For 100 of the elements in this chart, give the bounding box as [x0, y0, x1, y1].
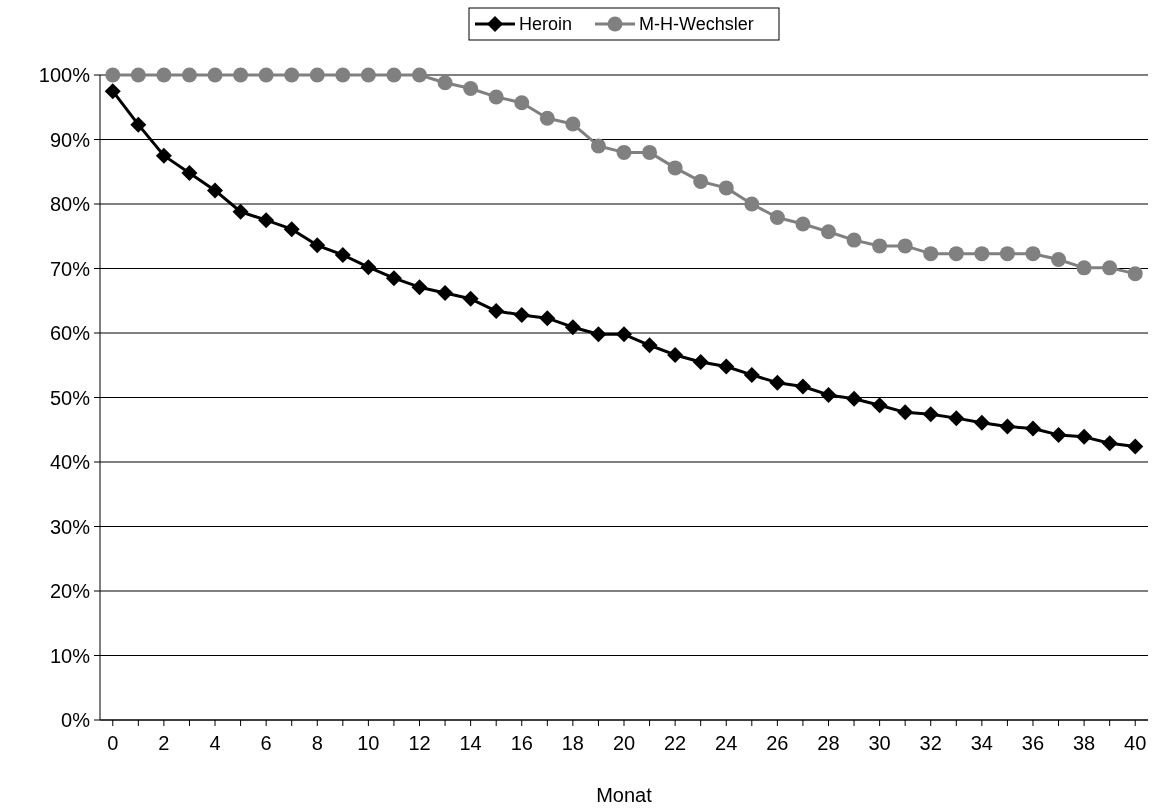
point: [105, 67, 121, 83]
point: [922, 406, 939, 423]
point: [1127, 438, 1144, 455]
point: [948, 410, 965, 427]
point: [386, 67, 402, 83]
point: [871, 397, 888, 414]
point: [1024, 420, 1041, 437]
point: [360, 259, 377, 276]
x-tick-label: 24: [715, 732, 738, 754]
point: [1076, 260, 1092, 276]
point: [411, 279, 428, 296]
y-tick-label: 0%: [61, 709, 91, 731]
point: [718, 180, 734, 196]
point: [1127, 266, 1143, 282]
x-tick-label: 28: [817, 732, 840, 754]
point: [207, 67, 223, 83]
point: [385, 270, 402, 287]
point: [284, 67, 300, 83]
x-tick-label: 20: [612, 732, 636, 754]
point: [974, 246, 990, 262]
x-tick-label: 6: [260, 732, 272, 754]
point: [616, 144, 632, 160]
point: [232, 203, 249, 220]
point: [156, 67, 172, 83]
y-tick-label: 50%: [49, 386, 91, 409]
point: [846, 232, 862, 248]
point: [590, 326, 607, 343]
x-tick-label: 22: [664, 732, 687, 754]
point: [999, 418, 1016, 435]
point: [872, 238, 888, 254]
point: [334, 246, 351, 263]
point: [360, 67, 376, 83]
y-tick-label: 30%: [49, 515, 91, 538]
x-tick-label: 10: [357, 732, 380, 754]
x-axis-title: Monat: [596, 784, 653, 806]
point: [820, 386, 837, 403]
point: [104, 83, 121, 100]
point: [1050, 426, 1067, 443]
point: [1101, 435, 1118, 452]
point: [130, 67, 146, 83]
point: [846, 390, 863, 407]
point: [283, 221, 300, 238]
point: [769, 374, 786, 391]
point: [181, 67, 197, 83]
point: [539, 310, 556, 327]
point: [565, 116, 581, 132]
point: [463, 81, 479, 97]
point: [539, 110, 555, 126]
point: [488, 89, 504, 105]
point: [923, 246, 939, 262]
x-tick-label: 12: [408, 732, 431, 754]
x-tick-label: 16: [510, 732, 533, 754]
x-tick-label: 8: [311, 732, 323, 754]
y-tick-label: 20%: [49, 580, 91, 602]
y-tick-label: 80%: [49, 193, 91, 215]
x-tick-label: 34: [970, 732, 993, 754]
point: [973, 414, 990, 431]
point: [258, 67, 274, 83]
y-tick-label: 90%: [49, 128, 91, 151]
point: [794, 378, 811, 395]
point: [233, 67, 249, 83]
point: [258, 212, 275, 229]
point: [130, 116, 147, 133]
point: [820, 224, 836, 240]
point: [309, 237, 326, 254]
y-tick-label: 40%: [49, 451, 91, 473]
point: [667, 160, 683, 176]
point: [462, 290, 479, 307]
point: [513, 306, 530, 323]
x-tick-label: 4: [209, 732, 221, 754]
point: [514, 95, 530, 111]
point: [897, 238, 913, 254]
point: [207, 182, 224, 199]
point: [155, 147, 172, 164]
y-tick-label: 60%: [49, 322, 91, 344]
legend-label: Heroin: [519, 14, 573, 35]
point: [616, 326, 632, 343]
point: [718, 358, 735, 375]
point: [335, 67, 351, 83]
x-tick-label: 32: [919, 732, 942, 754]
point: [1102, 260, 1118, 276]
point: [1076, 428, 1093, 445]
point: [437, 285, 454, 302]
point: [667, 346, 684, 363]
point: [693, 173, 709, 189]
point: [769, 210, 785, 226]
point: [437, 75, 453, 91]
point: [641, 337, 658, 354]
x-tick-label: 14: [459, 732, 482, 754]
point: [309, 67, 325, 83]
point: [1051, 251, 1067, 267]
legend-label: M-H-Wechsler: [639, 14, 754, 35]
point: [642, 144, 658, 160]
x-tick-label: 36: [1021, 732, 1045, 754]
point: [692, 354, 709, 371]
point: [488, 303, 505, 320]
point: [564, 319, 581, 336]
y-tick-label: 100%: [38, 64, 91, 86]
point: [743, 366, 760, 383]
x-tick-label: 0: [107, 732, 119, 754]
